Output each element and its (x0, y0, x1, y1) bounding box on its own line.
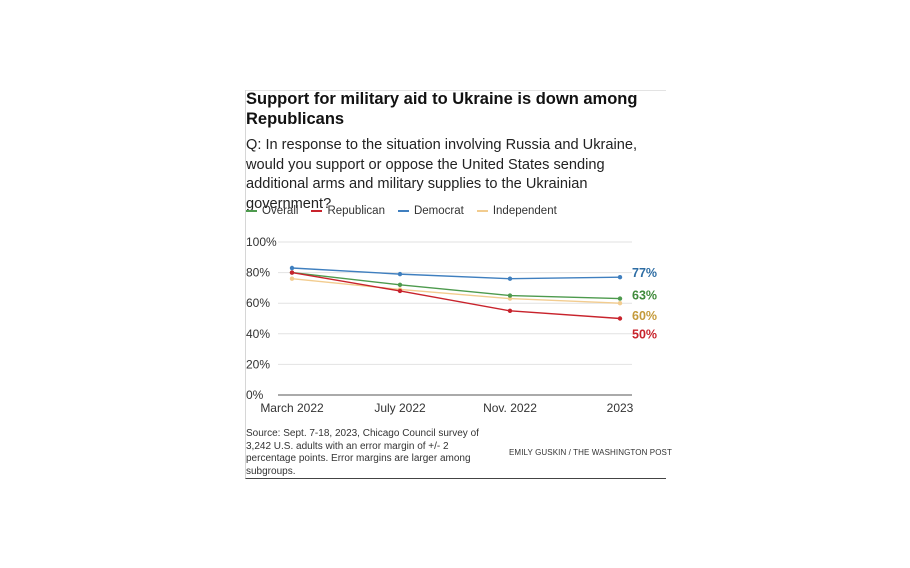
legend-label: Democrat (413, 205, 464, 217)
y-tick-label: 20% (246, 357, 270, 371)
data-point-republican (507, 308, 513, 314)
legend-label: Republican (327, 205, 385, 217)
data-point-overall (617, 296, 623, 301)
data-point-republican (289, 270, 295, 275)
y-tick-label: 0% (246, 388, 264, 402)
x-tick-label: July 2022 (374, 401, 426, 415)
legend-item-independent: Independent (476, 205, 557, 217)
y-tick-label: 80% (246, 266, 270, 280)
series-line-independent (291, 278, 621, 304)
data-point-overall (397, 282, 403, 288)
legend-item-republican: Republican (311, 205, 385, 217)
end-label-democrat: 77% (632, 266, 657, 280)
top-rule (245, 90, 666, 91)
legend-label: Independent (492, 205, 557, 217)
series-line-overall (291, 271, 621, 300)
legend-swatch (397, 210, 409, 212)
end-label-independent: 60% (632, 309, 657, 323)
y-tick-label: 60% (246, 296, 270, 310)
data-point-democrat (617, 274, 623, 280)
legend: Overall Republican Democrat Independent (246, 203, 570, 219)
y-tick-label: 100% (246, 235, 277, 249)
data-point-independent (617, 301, 623, 306)
end-label-overall: 63% (632, 289, 657, 303)
data-point-independent (289, 276, 295, 281)
legend-swatch (476, 210, 488, 212)
data-point-democrat (289, 265, 295, 271)
x-tick-label: March 2022 (260, 401, 324, 415)
legend-item-democrat: Democrat (397, 205, 464, 217)
end-label-republican: 50% (632, 328, 657, 342)
legend-swatch (246, 210, 257, 212)
series-line-democrat (291, 267, 621, 280)
data-point-democrat (507, 276, 513, 281)
chart-card (245, 90, 666, 479)
chart-subtitle: Q: In response to the situation involvin… (246, 137, 638, 212)
data-point-overall (507, 293, 513, 298)
data-point-democrat (397, 271, 403, 277)
credit-line: EMILY GUSKIN / THE WASHINGTON POST (509, 448, 672, 457)
source-note: Source: Sept. 7-18, 2023, Chicago Counci… (246, 428, 479, 477)
y-tick-label: 40% (246, 327, 270, 341)
legend-item-overall: Overall (246, 205, 298, 217)
legend-label: Overall (262, 205, 299, 217)
series-line-republican (291, 271, 621, 320)
x-tick-label: 2023 (607, 401, 634, 415)
data-point-republican (397, 288, 403, 294)
x-tick-label: Nov. 2022 (483, 401, 537, 415)
data-point-republican (617, 316, 623, 321)
legend-swatch (311, 210, 323, 212)
chart-title: Support for military aid to Ukraine is d… (246, 90, 638, 128)
line-chart: 0% 20% 40% 60% 80% 100% March 2022 July 2022 Nov… (246, 235, 657, 415)
data-point-independent (507, 296, 513, 301)
